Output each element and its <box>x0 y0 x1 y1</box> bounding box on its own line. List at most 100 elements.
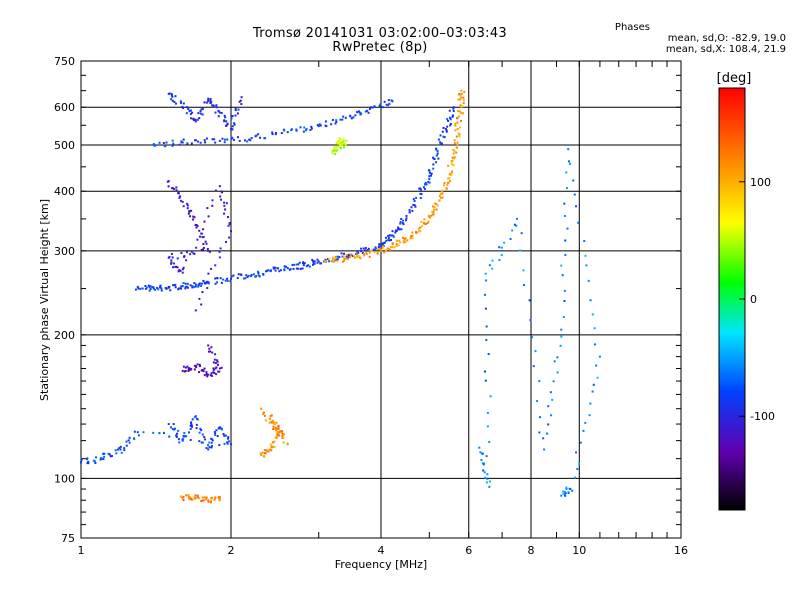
data-point <box>189 215 192 218</box>
data-point <box>279 430 282 433</box>
data-point <box>239 273 242 276</box>
data-point <box>181 141 184 144</box>
data-point <box>267 269 270 272</box>
data-point <box>423 222 426 225</box>
data-point <box>551 398 554 401</box>
data-point <box>195 224 198 227</box>
data-point <box>362 247 365 250</box>
data-point <box>389 238 392 241</box>
data-point <box>282 128 285 131</box>
data-point <box>399 222 402 225</box>
data-point <box>264 137 267 140</box>
data-point <box>310 127 313 130</box>
data-point <box>152 143 155 146</box>
data-point <box>324 124 327 127</box>
data-point <box>531 336 534 339</box>
data-point <box>462 99 465 102</box>
data-point <box>193 286 196 289</box>
data-point <box>460 119 463 122</box>
data-point <box>119 448 122 451</box>
data-point <box>214 434 217 437</box>
data-point <box>80 461 82 464</box>
data-point <box>268 417 271 420</box>
data-point <box>193 498 196 501</box>
data-point <box>283 269 286 272</box>
data-point <box>342 138 345 141</box>
data-point <box>439 196 442 199</box>
data-point <box>394 231 397 234</box>
data-point <box>441 130 444 133</box>
data-point <box>220 428 223 431</box>
data-point <box>170 98 173 101</box>
data-point <box>455 135 458 138</box>
data-point <box>227 224 230 227</box>
data-point <box>408 211 411 214</box>
data-point <box>200 303 203 306</box>
data-point <box>86 462 89 465</box>
data-point <box>591 390 594 393</box>
data-point <box>255 275 258 278</box>
data-point <box>420 193 423 196</box>
data-point <box>565 187 568 190</box>
data-point <box>258 275 261 278</box>
data-point <box>424 223 427 226</box>
data-point <box>156 286 159 289</box>
data-point <box>169 262 172 265</box>
data-point <box>178 441 181 444</box>
data-point <box>444 128 447 131</box>
data-point <box>277 432 280 435</box>
data-point <box>305 265 308 268</box>
data-point <box>182 266 185 269</box>
data-point <box>341 255 344 258</box>
data-point <box>384 249 387 252</box>
data-point <box>573 193 576 196</box>
data-point <box>149 288 152 291</box>
data-point <box>92 459 95 462</box>
data-point <box>374 246 377 249</box>
data-point <box>208 441 211 444</box>
data-point <box>211 351 214 354</box>
data-point <box>218 256 221 259</box>
data-point <box>157 288 160 291</box>
data-point <box>259 452 262 455</box>
data-point <box>528 299 531 302</box>
data-point <box>171 144 174 147</box>
data-point <box>302 262 305 265</box>
data-point <box>395 239 398 242</box>
data-point <box>409 237 412 240</box>
data-point <box>227 436 230 439</box>
data-point <box>381 106 384 109</box>
data-point <box>145 286 148 289</box>
data-point <box>567 148 570 151</box>
data-point <box>194 496 197 499</box>
data-point <box>387 104 390 107</box>
data-point <box>172 266 175 269</box>
data-point <box>224 241 227 244</box>
data-point <box>109 455 112 458</box>
data-point <box>231 125 234 128</box>
data-point <box>488 485 491 488</box>
data-point <box>336 142 339 145</box>
data-point <box>422 186 425 189</box>
data-point <box>427 180 430 183</box>
data-point <box>270 445 273 448</box>
data-point <box>139 287 142 290</box>
data-point <box>399 221 402 224</box>
data-point <box>200 282 203 285</box>
data-point <box>194 118 197 121</box>
data-point <box>395 244 398 247</box>
data-point <box>216 435 219 438</box>
data-point <box>334 153 337 156</box>
data-point <box>277 267 280 270</box>
data-point <box>443 182 446 185</box>
data-point <box>199 427 202 430</box>
data-point <box>175 186 178 189</box>
data-point <box>341 260 344 263</box>
data-point <box>204 240 207 243</box>
data-point <box>230 443 232 446</box>
data-point <box>199 141 202 144</box>
data-point <box>500 254 503 257</box>
data-point <box>352 116 355 119</box>
data-point <box>452 164 455 167</box>
data-point <box>560 494 563 497</box>
